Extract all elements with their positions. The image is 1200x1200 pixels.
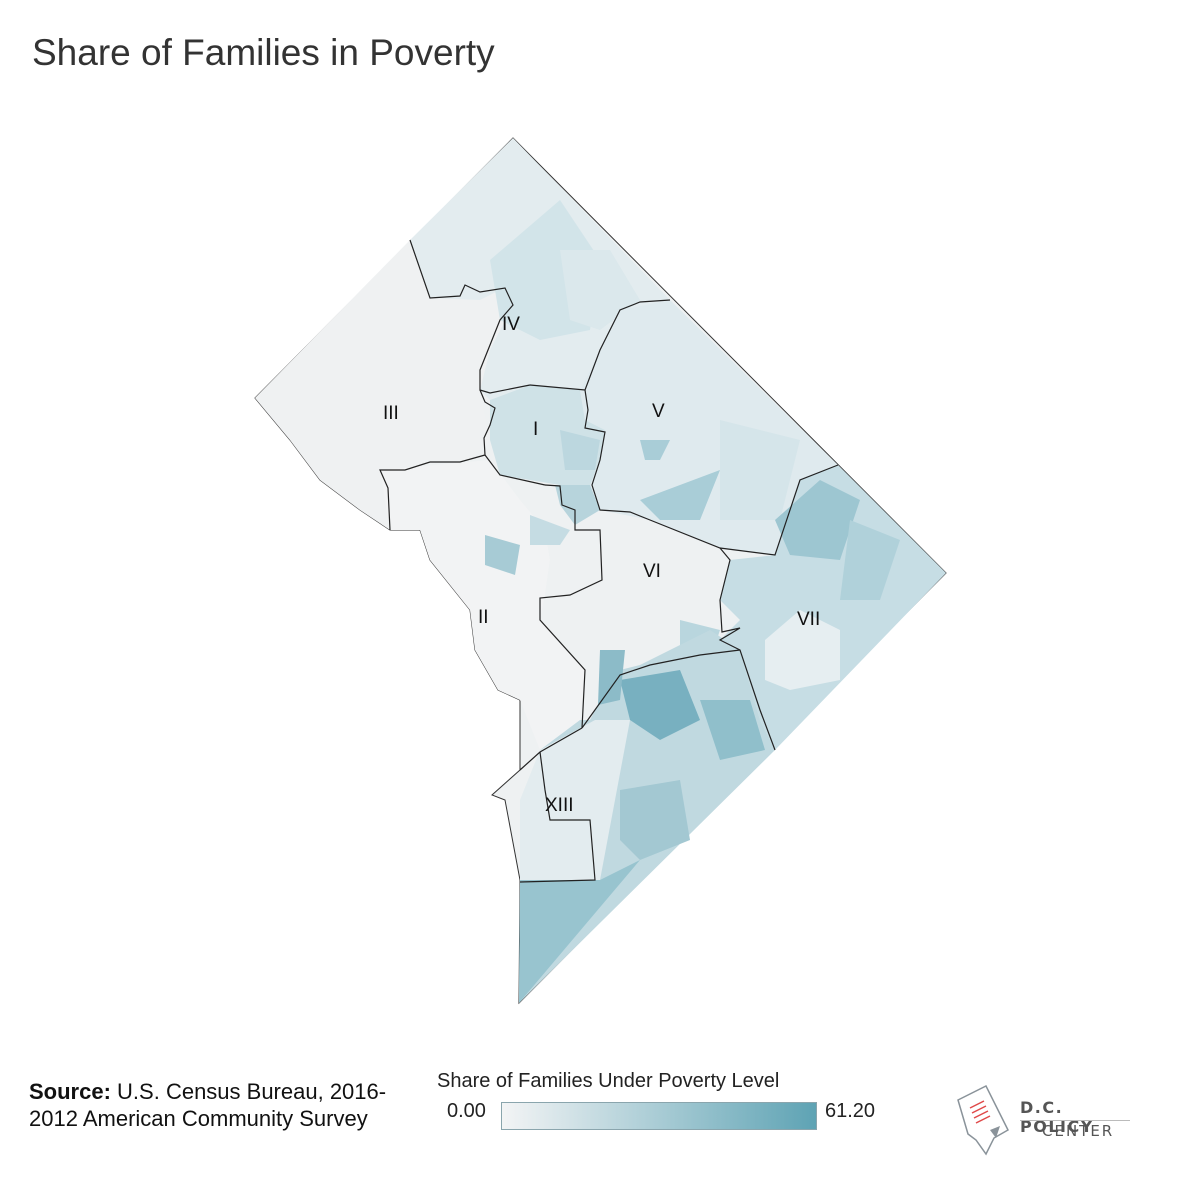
tract-area — [485, 535, 520, 575]
tract-area — [765, 610, 840, 690]
tract-area — [598, 650, 625, 705]
dc-policy-center-logo: D.C. POLICY CENTER — [950, 1080, 1140, 1160]
ward-label: VII — [797, 609, 820, 630]
map-title: Share of Families in Poverty — [32, 32, 495, 73]
dc-map-document-icon — [957, 1084, 1009, 1156]
tract-area — [540, 485, 730, 720]
legend-min: 0.00 — [447, 1100, 486, 1122]
logo-text-line1: D.C. POLICY — [1020, 1098, 1094, 1136]
legend-max: 61.20 — [825, 1100, 876, 1122]
tract-area — [560, 430, 600, 470]
ward-labels: IV III I V VI II VII XIII — [383, 314, 820, 816]
tract-area — [775, 480, 860, 560]
ward-label: IV — [502, 314, 520, 335]
poverty-choropleth-map: IV III I V VI II VII XIII — [254, 137, 947, 1005]
ward-label: I — [533, 419, 538, 440]
tract-area — [620, 670, 700, 740]
tract-area — [255, 240, 513, 530]
tract-area — [640, 470, 720, 520]
logo-divider — [1020, 1120, 1130, 1121]
tract-area — [640, 440, 670, 460]
tract-area — [519, 860, 640, 1003]
tract-area — [620, 780, 690, 860]
source-text: U.S. Census Bureau, 2016-2012 American C… — [29, 1079, 387, 1131]
ward-label: II — [478, 607, 489, 628]
ward-label: XIII — [545, 795, 574, 816]
ward-label: VI — [643, 561, 661, 582]
tract-area — [555, 485, 600, 525]
ward-boundaries — [379, 239, 839, 883]
tract-area — [520, 720, 630, 880]
tract-area — [530, 515, 570, 545]
tract-area — [700, 700, 765, 760]
ward-label: V — [652, 401, 665, 422]
tract-area — [720, 420, 800, 520]
source-prefix: Source: — [29, 1079, 111, 1104]
legend-gradient — [501, 1102, 817, 1130]
legend-title: Share of Families Under Poverty Level — [437, 1070, 780, 1092]
ward-label: III — [383, 403, 399, 424]
source-note: Source: U.S. Census Bureau, 2016-2012 Am… — [29, 1078, 429, 1132]
tract-area — [840, 520, 900, 600]
logo-text-line2: CENTER — [1042, 1122, 1115, 1140]
